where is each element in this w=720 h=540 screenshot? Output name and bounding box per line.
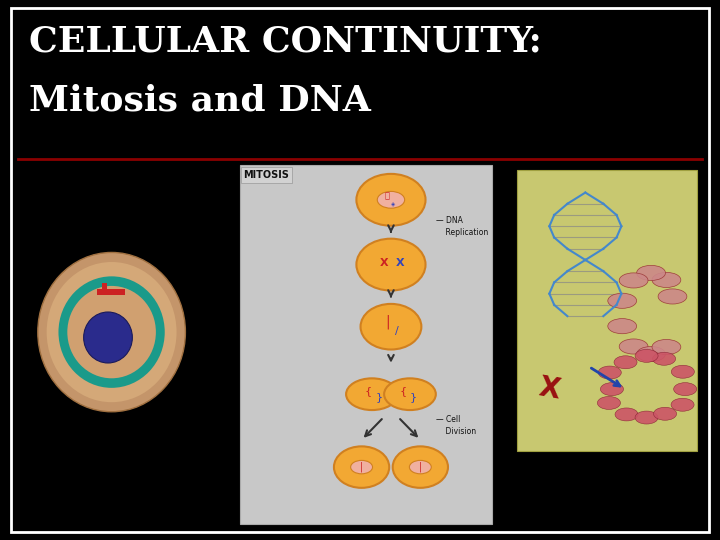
Ellipse shape bbox=[608, 319, 636, 334]
Text: Mitosis and DNA: Mitosis and DNA bbox=[29, 84, 371, 118]
Ellipse shape bbox=[47, 262, 176, 402]
Ellipse shape bbox=[636, 347, 665, 362]
Ellipse shape bbox=[655, 359, 678, 372]
Text: ◈: ◈ bbox=[391, 202, 395, 208]
Ellipse shape bbox=[658, 289, 687, 304]
Text: — Cell
    Division: — Cell Division bbox=[436, 415, 477, 436]
Circle shape bbox=[361, 304, 421, 349]
Ellipse shape bbox=[665, 400, 688, 413]
Bar bbox=[102, 284, 107, 294]
Ellipse shape bbox=[601, 400, 624, 413]
Bar bbox=[517, 170, 697, 451]
Ellipse shape bbox=[669, 383, 692, 396]
Ellipse shape bbox=[600, 367, 624, 380]
Ellipse shape bbox=[619, 339, 648, 354]
Circle shape bbox=[356, 239, 426, 291]
Ellipse shape bbox=[608, 293, 636, 308]
Text: |: | bbox=[385, 314, 390, 328]
Text: }: } bbox=[376, 392, 383, 402]
Ellipse shape bbox=[652, 272, 681, 287]
Ellipse shape bbox=[597, 383, 620, 396]
Ellipse shape bbox=[635, 348, 658, 361]
Text: CELLULAR CONTINUITY:: CELLULAR CONTINUITY: bbox=[29, 24, 541, 58]
Ellipse shape bbox=[618, 357, 641, 370]
Ellipse shape bbox=[635, 416, 658, 429]
Ellipse shape bbox=[671, 365, 694, 378]
Ellipse shape bbox=[652, 340, 681, 355]
Ellipse shape bbox=[384, 379, 436, 410]
Ellipse shape bbox=[37, 252, 185, 411]
Ellipse shape bbox=[68, 286, 156, 379]
Text: 𝚿: 𝚿 bbox=[385, 191, 390, 200]
Ellipse shape bbox=[377, 191, 405, 208]
Ellipse shape bbox=[84, 312, 132, 363]
Text: }: } bbox=[410, 392, 417, 402]
Ellipse shape bbox=[618, 410, 642, 423]
Ellipse shape bbox=[656, 409, 679, 422]
Ellipse shape bbox=[58, 276, 165, 388]
Text: X: X bbox=[379, 258, 388, 268]
Circle shape bbox=[392, 447, 448, 488]
Bar bbox=[97, 289, 125, 295]
Text: |: | bbox=[419, 462, 422, 472]
Bar bbox=[240, 165, 492, 524]
Ellipse shape bbox=[410, 461, 431, 474]
Text: |: | bbox=[360, 462, 363, 472]
Text: MITOSIS: MITOSIS bbox=[243, 170, 289, 180]
Ellipse shape bbox=[351, 461, 372, 474]
Text: {: { bbox=[365, 387, 372, 396]
Text: /: / bbox=[395, 326, 399, 336]
Text: {: { bbox=[399, 387, 406, 396]
Circle shape bbox=[356, 174, 426, 226]
Ellipse shape bbox=[636, 265, 665, 280]
Circle shape bbox=[334, 447, 390, 488]
Text: — DNA
    Replication: — DNA Replication bbox=[436, 217, 489, 237]
Ellipse shape bbox=[346, 379, 398, 410]
Text: X: X bbox=[395, 258, 404, 268]
Text: X: X bbox=[536, 374, 562, 405]
Ellipse shape bbox=[619, 273, 648, 288]
